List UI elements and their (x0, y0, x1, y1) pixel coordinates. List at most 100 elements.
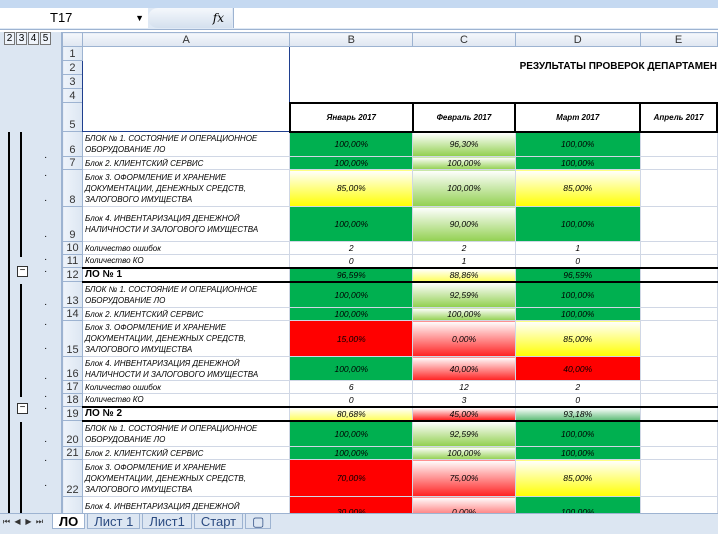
row-header[interactable]: 6 (62, 131, 83, 157)
row-label[interactable]: БЛОК № 1. СОСТОЯНИЕ И ОПЕРАЦИОННОЕ ОБОРУ… (81, 280, 291, 308)
column-header-a[interactable]: A (81, 32, 291, 47)
value-cell[interactable]: 100,00% (514, 280, 641, 308)
cell-empty[interactable] (639, 206, 718, 242)
value-cell[interactable]: 92,59% (412, 280, 516, 308)
row-label[interactable]: Блок 3. ОФОРМЛЕНИЕ И ХРАНЕНИЕ ДОКУМЕНТАЦ… (81, 320, 291, 357)
value-cell[interactable]: 40,00% (514, 356, 641, 381)
value-cell[interactable]: 6 (289, 380, 414, 394)
value-cell[interactable]: 85,00% (514, 320, 641, 357)
row-label[interactable]: Количество ошибок (81, 380, 291, 394)
value-cell[interactable]: 100,00% (514, 156, 641, 170)
cell-empty[interactable] (639, 405, 718, 421)
name-box[interactable]: T17 ▼ (0, 8, 148, 28)
row-header[interactable]: 19 (62, 406, 83, 421)
prev-sheet-icon[interactable]: ◀ (14, 517, 21, 526)
row-header[interactable]: 23 (62, 496, 83, 513)
row-header[interactable]: 7 (62, 156, 83, 170)
value-cell[interactable]: 100,00% (289, 156, 414, 170)
row-label[interactable]: Блок 2. КЛИЕНТСКИЙ СЕРВИС (81, 156, 291, 170)
value-cell[interactable]: 0 (514, 393, 641, 407)
outline-level-5[interactable]: 5 (40, 32, 51, 45)
cell-empty[interactable] (639, 266, 718, 282)
row-label[interactable]: Блок 3. ОФОРМЛЕНИЕ И ХРАНЕНИЕ ДОКУМЕНТАЦ… (81, 459, 291, 497)
row-label[interactable]: ЛО № 1 (81, 266, 291, 282)
value-cell[interactable]: 1 (514, 241, 641, 255)
row-header[interactable]: 22 (62, 459, 83, 497)
row-header[interactable]: 9 (62, 206, 83, 242)
value-cell[interactable]: 12 (412, 380, 516, 394)
cell-empty[interactable] (639, 307, 718, 321)
value-cell[interactable]: 70,00% (289, 459, 414, 497)
row-header[interactable]: 2 (62, 60, 83, 75)
value-cell[interactable]: 100,00% (412, 307, 516, 321)
value-cell[interactable]: 100,00% (514, 496, 641, 513)
value-cell[interactable]: 30,00% (289, 496, 414, 513)
row-header[interactable]: 10 (62, 241, 83, 255)
formula-input[interactable] (233, 8, 718, 28)
value-cell[interactable]: 100,00% (289, 280, 414, 308)
value-cell[interactable]: 40,00% (412, 356, 516, 381)
row-label[interactable]: Блок 4. ИНВЕНТАРИЗАЦИЯ ДЕНЕЖНОЙ НАЛИЧНОС… (81, 496, 291, 513)
cell-empty[interactable] (639, 280, 718, 308)
cell-empty[interactable] (639, 459, 718, 497)
row-label[interactable]: ЛО № 2 (81, 405, 291, 421)
column-header-e[interactable]: E (639, 32, 718, 47)
value-cell[interactable]: 85,00% (514, 459, 641, 497)
value-cell[interactable]: 100,00% (412, 446, 516, 460)
cell-empty[interactable] (639, 320, 718, 357)
value-cell[interactable]: 100,00% (289, 446, 414, 460)
row-label[interactable]: Блок 4. ИНВЕНТАРИЗАЦИЯ ДЕНЕЖНОЙ НАЛИЧНОС… (81, 206, 291, 242)
value-cell[interactable]: 0 (289, 254, 414, 268)
cell-empty[interactable] (639, 254, 718, 268)
chevron-down-icon[interactable]: ▼ (135, 13, 144, 23)
row-header[interactable]: 5 (62, 102, 83, 132)
row-label[interactable]: Блок 3. ОФОРМЛЕНИЕ И ХРАНЕНИЕ ДОКУМЕНТАЦ… (81, 169, 291, 207)
cell-empty[interactable] (639, 496, 718, 513)
row-header[interactable]: 1 (62, 46, 83, 61)
value-cell[interactable]: 0 (289, 393, 414, 407)
column-header-c[interactable]: C (412, 32, 516, 47)
value-cell[interactable]: 1 (412, 254, 516, 268)
cell-a1[interactable] (81, 46, 291, 132)
value-cell[interactable]: 100,00% (289, 131, 414, 157)
collapse-group-button[interactable]: − (17, 403, 28, 414)
value-cell[interactable]: 100,00% (289, 419, 414, 447)
row-header[interactable]: 21 (62, 446, 83, 460)
row-header[interactable]: 16 (62, 356, 83, 381)
value-cell[interactable]: 85,00% (514, 169, 641, 207)
value-cell[interactable]: 0,00% (412, 320, 516, 357)
row-label[interactable]: Блок 4. ИНВЕНТАРИЗАЦИЯ ДЕНЕЖНОЙ НАЛИЧНОС… (81, 356, 291, 381)
select-all-button[interactable] (62, 32, 83, 47)
sheet-tab-lo[interactable]: ЛО (52, 514, 86, 529)
column-header-b[interactable]: B (289, 32, 414, 47)
row-label[interactable]: Количество ошибок (81, 241, 291, 255)
row-label[interactable]: Блок 2. КЛИЕНТСКИЙ СЕРВИС (81, 446, 291, 460)
row-header[interactable]: 20 (62, 420, 83, 447)
row-header[interactable]: 11 (62, 254, 83, 268)
value-cell[interactable]: 2 (514, 380, 641, 394)
outline-level-3[interactable]: 3 (16, 32, 27, 45)
insert-function-button[interactable]: fx (148, 8, 232, 28)
value-cell[interactable]: 100,00% (412, 169, 516, 207)
value-cell[interactable]: 15,00% (289, 320, 414, 357)
insert-sheet-button[interactable]: ▢ (245, 514, 272, 529)
value-cell[interactable]: 100,00% (289, 206, 414, 242)
value-cell[interactable]: 100,00% (412, 156, 516, 170)
value-cell[interactable]: 93,18% (514, 405, 641, 421)
value-cell[interactable]: 2 (412, 241, 516, 255)
row-header[interactable]: 14 (62, 307, 83, 321)
sheet-tab-start[interactable]: Старт (193, 514, 244, 529)
row-label[interactable]: БЛОК № 1. СОСТОЯНИЕ И ОПЕРАЦИОННОЕ ОБОРУ… (81, 131, 291, 157)
cell-empty[interactable] (639, 156, 718, 170)
row-header[interactable]: 18 (62, 393, 83, 407)
cell-empty[interactable] (639, 356, 718, 381)
value-cell[interactable]: 100,00% (514, 307, 641, 321)
cell-empty[interactable] (639, 380, 718, 394)
next-sheet-icon[interactable]: ▶ (25, 517, 32, 526)
value-cell[interactable]: 3 (412, 393, 516, 407)
row-header[interactable]: 3 (62, 74, 83, 89)
cell-empty[interactable] (639, 131, 718, 157)
value-cell[interactable]: 96,59% (514, 266, 641, 282)
last-sheet-icon[interactable]: ⏭ (35, 517, 44, 526)
cell-empty[interactable] (639, 393, 718, 407)
